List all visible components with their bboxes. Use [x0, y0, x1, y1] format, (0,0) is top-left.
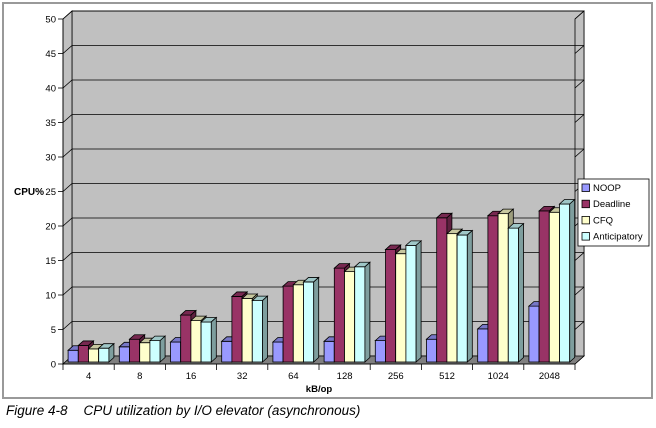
figure-caption-label: Figure 4-8	[6, 403, 68, 418]
bar-anticipatory-16	[200, 316, 218, 363]
y-tick-label-50: 50	[45, 15, 56, 26]
figure-caption: Figure 4-8 CPU utilization by I/O elevato…	[6, 403, 650, 418]
bar-anticipatory-128	[353, 261, 371, 363]
x-tick-label-16: 16	[186, 371, 197, 382]
gridline-rightwall-45	[574, 45, 585, 54]
gridline-leftwall-45	[62, 45, 73, 54]
legend-label-cfq: CFQ	[593, 215, 613, 226]
legend-swatch-noop	[581, 183, 590, 192]
bar-anticipatory-512	[456, 229, 474, 363]
legend-label-deadline: Deadline	[593, 199, 631, 210]
gridline-rightwall-30	[574, 148, 585, 158]
gridline-leftwall-5	[62, 321, 73, 330]
bar-anticipatory-64	[302, 276, 320, 363]
x-tick-label-1024: 1024	[488, 371, 509, 382]
cpu-utilization-chart: 0 5 10 15 20 25 30 35 40 45 50 CPU% 4 8 16 32 64 128 256 51…	[14, 10, 650, 395]
gridline-rightwall-40	[574, 79, 585, 89]
bar-anticipatory-32	[251, 295, 269, 363]
gridline-rightwall-5	[574, 321, 585, 330]
gridline-leftwall-15	[62, 252, 73, 261]
y-tick-label-25: 25	[45, 187, 56, 198]
gridline-rightwall-35	[574, 114, 585, 123]
gridline-rightwall-50	[574, 10, 585, 20]
gridline-rightwall-10	[574, 286, 585, 296]
legend-swatch-deadline	[581, 199, 590, 209]
y-tick-label-5: 5	[51, 325, 56, 336]
x-tick-label-256: 256	[388, 371, 404, 382]
bar-anticipatory-2048	[558, 198, 576, 363]
gridline-leftwall-10	[62, 286, 73, 296]
y-tick-label-45: 45	[45, 49, 56, 60]
gridline-leftwall-20	[62, 217, 73, 227]
x-tick-label-4: 4	[86, 371, 91, 382]
y-tick-label-0: 0	[51, 360, 56, 371]
y-tick-label-30: 30	[45, 153, 56, 164]
bars	[67, 198, 576, 363]
x-axis-title: kB/op	[306, 384, 333, 395]
y-axis-title: CPU%	[14, 187, 44, 198]
x-tick-label-2048: 2048	[539, 371, 560, 382]
gridline-leftwall-25	[62, 183, 73, 192]
bar-anticipatory-1024	[507, 222, 525, 363]
x-tick-label-128: 128	[337, 371, 353, 382]
legend-swatch-cfq	[581, 215, 590, 225]
bar-anticipatory-256	[404, 239, 423, 363]
bar-anticipatory-4	[97, 342, 115, 363]
legend: NOOP Deadline CFQ Anticipatory	[577, 178, 650, 247]
x-tick-label-8: 8	[137, 371, 142, 382]
y-tick-label-20: 20	[45, 222, 56, 233]
gridline-rightwall-15	[574, 252, 585, 261]
gridline-leftwall-30	[62, 148, 73, 158]
legend-swatch-anticipatory	[581, 232, 590, 241]
legend-label-noop: NOOP	[593, 183, 621, 194]
legend-label-anticipatory: Anticipatory	[593, 232, 643, 243]
gridline-leftwall-40	[62, 79, 73, 89]
chart-frame: 0 5 10 15 20 25 30 35 40 45 50 CPU% 4 8 16 32 64 128 256 51…	[2, 2, 653, 399]
x-tick-label-512: 512	[439, 371, 455, 382]
x-tick-label-64: 64	[288, 371, 299, 382]
x-tick-label-32: 32	[237, 371, 248, 382]
gridline-leftwall-50	[62, 10, 73, 20]
bar-anticipatory-8	[148, 335, 167, 363]
figure-caption-title: CPU utilization by I/O elevator (asynchr…	[83, 403, 361, 418]
y-tick-label-35: 35	[45, 118, 56, 129]
gridline-leftwall-35	[62, 114, 73, 123]
y-tick-label-10: 10	[45, 291, 56, 302]
y-tick-label-15: 15	[45, 256, 56, 267]
y-tick-label-40: 40	[45, 84, 56, 95]
